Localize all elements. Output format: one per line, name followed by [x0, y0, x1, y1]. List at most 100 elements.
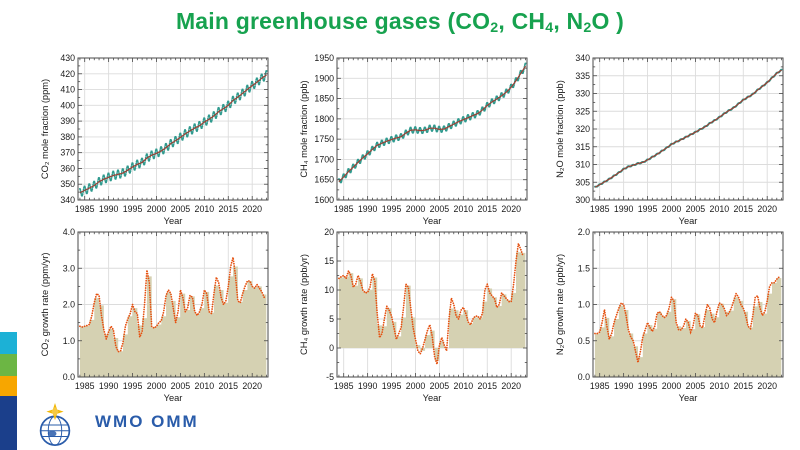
svg-text:325: 325	[575, 106, 590, 116]
svg-text:CO₂ mole fraction (ppm): CO₂ mole fraction (ppm)	[40, 79, 50, 179]
svg-text:320: 320	[575, 124, 590, 134]
svg-text:1995: 1995	[123, 381, 143, 391]
svg-text:2000: 2000	[662, 204, 682, 214]
svg-text:2015: 2015	[477, 204, 497, 214]
svg-text:1985: 1985	[590, 381, 610, 391]
svg-text:1985: 1985	[334, 204, 354, 214]
svg-text:2000: 2000	[406, 204, 426, 214]
svg-text:420: 420	[60, 69, 75, 79]
svg-text:2015: 2015	[218, 381, 238, 391]
svg-text:1995: 1995	[123, 204, 143, 214]
svg-text:1995: 1995	[382, 381, 402, 391]
svg-text:2020: 2020	[757, 204, 777, 214]
svg-text:2005: 2005	[686, 381, 706, 391]
svg-text:1985: 1985	[75, 381, 95, 391]
svg-text:2000: 2000	[662, 381, 682, 391]
svg-text:20: 20	[324, 227, 334, 237]
svg-text:1990: 1990	[614, 204, 634, 214]
svg-text:2010: 2010	[195, 381, 215, 391]
svg-text:2000: 2000	[147, 204, 167, 214]
svg-text:1985: 1985	[75, 204, 95, 214]
svg-text:0.0: 0.0	[578, 372, 590, 382]
svg-text:1950: 1950	[314, 53, 334, 63]
svg-text:400: 400	[60, 100, 75, 110]
wmo-logo-text: WMO OMM	[95, 412, 199, 431]
svg-text:300: 300	[575, 195, 590, 205]
svg-text:1.0: 1.0	[63, 336, 75, 346]
svg-text:430: 430	[60, 53, 75, 63]
svg-text:2010: 2010	[710, 381, 730, 391]
chart-ch4-mole-fraction: 1985 1990 1995 2000 2005 2010 2015 2020 1600 1650…	[299, 52, 533, 235]
svg-text:1990: 1990	[614, 381, 634, 391]
svg-text:2010: 2010	[710, 204, 730, 214]
svg-text:390: 390	[60, 116, 75, 126]
chart-co2-mole-fraction: 1985 1990 1995 2000 2005 2010 2015 2020 340 350 36…	[40, 52, 274, 235]
wmo-logo-icon	[39, 402, 71, 446]
svg-text:4.0: 4.0	[63, 227, 75, 237]
svg-text:360: 360	[60, 163, 75, 173]
svg-text:2005: 2005	[430, 381, 450, 391]
svg-text:CH₄ mole fraction (ppb): CH₄ mole fraction (ppb)	[299, 80, 309, 177]
svg-text:Year: Year	[423, 393, 442, 403]
svg-text:410: 410	[60, 85, 75, 95]
svg-text:2020: 2020	[242, 204, 262, 214]
svg-text:1750: 1750	[314, 134, 334, 144]
svg-text:2020: 2020	[757, 381, 777, 391]
svg-text:2005: 2005	[171, 204, 191, 214]
svg-text:1.5: 1.5	[578, 263, 590, 273]
svg-text:1900: 1900	[314, 73, 334, 83]
svg-text:330: 330	[575, 89, 590, 99]
footer: WMO OMM	[0, 400, 300, 450]
svg-text:1650: 1650	[314, 175, 334, 185]
svg-text:1985: 1985	[334, 381, 354, 391]
chart-co2-growth-rate: 1985 1990 1995 2000 2005 2010 2015 2020 0.0 1.0 2.…	[40, 226, 274, 412]
svg-text:380: 380	[60, 132, 75, 142]
svg-text:2015: 2015	[733, 204, 753, 214]
svg-text:2.0: 2.0	[578, 227, 590, 237]
chart-n2o-growth-rate: 1985 1990 1995 2000 2005 2010 2015 2020 0.0 0.5 1.…	[555, 226, 789, 412]
svg-text:2000: 2000	[406, 381, 426, 391]
svg-text:0: 0	[329, 343, 334, 353]
brand-stripe-2	[0, 376, 17, 396]
brand-stripe-3	[0, 396, 17, 450]
svg-text:2005: 2005	[430, 204, 450, 214]
svg-text:Year: Year	[679, 393, 698, 403]
svg-text:2005: 2005	[686, 204, 706, 214]
svg-text:2020: 2020	[501, 381, 521, 391]
svg-text:2020: 2020	[242, 381, 262, 391]
svg-text:340: 340	[575, 53, 590, 63]
svg-text:Year: Year	[164, 393, 183, 403]
svg-text:340: 340	[60, 195, 75, 205]
svg-text:2010: 2010	[454, 204, 474, 214]
svg-text:5: 5	[329, 314, 334, 324]
svg-text:-5: -5	[326, 372, 334, 382]
svg-text:2010: 2010	[195, 204, 215, 214]
svg-text:1700: 1700	[314, 154, 334, 164]
svg-text:1990: 1990	[99, 381, 119, 391]
slide-title: Main greenhouse gases (CO2, CH4, N2O )	[175, 8, 625, 37]
brand-stripe-0	[0, 332, 17, 354]
svg-text:N₂O mole fraction (ppb): N₂O mole fraction (ppb)	[555, 80, 565, 178]
svg-text:2.0: 2.0	[63, 300, 75, 310]
brand-stripe-1	[0, 354, 17, 376]
svg-text:1985: 1985	[590, 204, 610, 214]
svg-text:1995: 1995	[382, 204, 402, 214]
svg-text:2020: 2020	[501, 204, 521, 214]
svg-text:1995: 1995	[638, 204, 658, 214]
svg-text:CH₄ growth rate (ppb/yr): CH₄ growth rate (ppb/yr)	[299, 254, 309, 355]
svg-text:Year: Year	[164, 216, 183, 226]
svg-text:1990: 1990	[358, 381, 378, 391]
svg-text:1800: 1800	[314, 114, 334, 124]
svg-text:Year: Year	[679, 216, 698, 226]
svg-text:Year: Year	[423, 216, 442, 226]
svg-text:1600: 1600	[314, 195, 334, 205]
svg-text:2005: 2005	[171, 381, 191, 391]
svg-text:N₂O growth rate (ppb/yr): N₂O growth rate (ppb/yr)	[555, 254, 565, 355]
chart-ch4-growth-rate: 1985 1990 1995 2000 2005 2010 2015 2020 -5 0 5 10 15…	[299, 226, 533, 412]
svg-text:1850: 1850	[314, 94, 334, 104]
svg-text:305: 305	[575, 177, 590, 187]
chart-n2o-mole-fraction: 1985 1990 1995 2000 2005 2010 2015 2020 300 305 31…	[555, 52, 789, 235]
svg-text:2000: 2000	[147, 381, 167, 391]
svg-text:310: 310	[575, 160, 590, 170]
